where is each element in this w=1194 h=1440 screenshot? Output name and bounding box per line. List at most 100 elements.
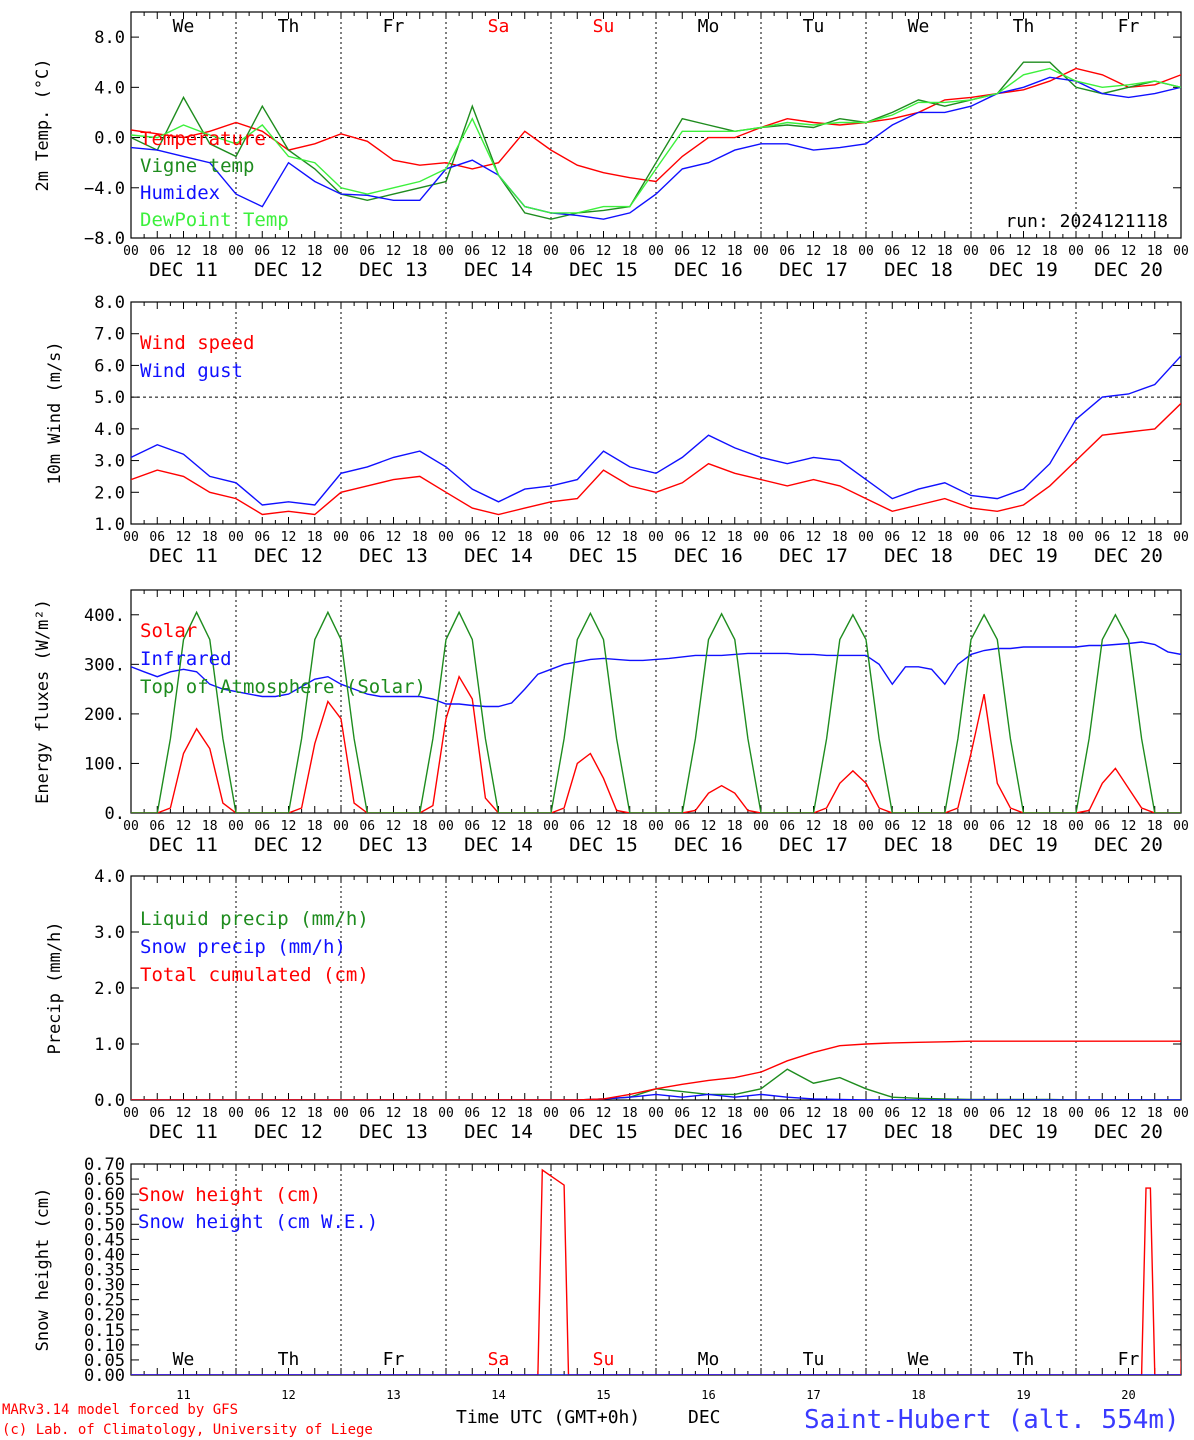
y-tick-label: 4.0: [94, 420, 125, 440]
hour-tick-label: 12: [491, 819, 507, 834]
day-label: DEC 12: [254, 259, 323, 281]
weekday-label: Fr: [1118, 1349, 1140, 1370]
hour-tick-label: 18: [412, 819, 428, 834]
hour-tick-label: 06: [989, 1106, 1005, 1121]
hour-tick-label: 00: [963, 530, 979, 545]
hour-tick-label: 18: [937, 244, 953, 259]
hour-tick-label: 18: [622, 1106, 638, 1121]
hour-tick-label: 00: [543, 1106, 559, 1121]
hour-tick-label: 18: [1042, 244, 1058, 259]
day-label: DEC 15: [569, 1121, 638, 1143]
day-label: DEC 14: [464, 259, 533, 281]
series-line-temperature: [131, 67, 1181, 183]
hour-tick-label: 06: [779, 819, 795, 834]
hour-tick-label: 12: [386, 244, 402, 259]
legend-entry: Snow height (cm W.E.): [138, 1211, 378, 1233]
hour-tick-label: 18: [622, 819, 638, 834]
y-tick-label: −8.0: [84, 229, 125, 249]
legend-entry: Temperature: [140, 128, 266, 150]
hour-tick-label: 12: [281, 1106, 297, 1121]
hour-tick-label: 12: [701, 530, 717, 545]
hour-tick-label: 00: [543, 530, 559, 545]
hour-tick-label: 18: [832, 530, 848, 545]
hour-tick-label: 00: [438, 530, 454, 545]
legend-entry: Humidex: [140, 182, 220, 204]
y-tick-label: 300.: [84, 655, 125, 675]
precip-panel: 0.0 1.0 2.0 3.0 4.0 Precip (mm/h) 00 06 12 18 00 06…: [45, 867, 1189, 1143]
legend-entry: Top of Atmosphere (Solar): [140, 676, 426, 698]
hour-tick-label: 00: [1068, 1106, 1084, 1121]
day-label: DEC 14: [464, 1121, 533, 1143]
y-tick-label: 0.60: [84, 1185, 125, 1205]
hour-tick-label: 06: [1094, 1106, 1110, 1121]
weekday-label: Su: [593, 1349, 615, 1370]
day-label: DEC 15: [569, 545, 638, 567]
hour-tick-label: 06: [674, 1106, 690, 1121]
hour-tick-label: 06: [1094, 819, 1110, 834]
y-axis-label: 10m Wind (m/s): [45, 341, 65, 484]
hour-tick-label: 18: [622, 244, 638, 259]
hour-tick-label: 18: [1042, 1106, 1058, 1121]
hour-tick-label: 12: [176, 819, 192, 834]
hour-tick-label: 06: [359, 1106, 375, 1121]
hour-tick-label: 12: [596, 819, 612, 834]
hour-tick-label: 06: [359, 819, 375, 834]
hour-tick-label: 00: [753, 1106, 769, 1121]
hour-tick-label: 00: [438, 819, 454, 834]
hour-tick-label: 00: [963, 819, 979, 834]
hour-tick-label: 12: [806, 1106, 822, 1121]
hour-tick-label: 12: [281, 530, 297, 545]
month-label: DEC: [688, 1407, 721, 1428]
hour-tick-label: 18: [202, 819, 218, 834]
legend-entry: Snow precip (mm/h): [140, 936, 346, 958]
y-tick-label: 0.45: [84, 1230, 125, 1250]
hour-tick-label: 06: [884, 1106, 900, 1121]
hour-tick-label: 18: [727, 530, 743, 545]
y-tick-label: 2.0: [94, 979, 125, 999]
hour-tick-label: 18: [1042, 530, 1058, 545]
hour-tick-label: 00: [858, 819, 874, 834]
day-label: DEC 16: [674, 259, 743, 281]
weekday-label: Mo: [698, 1349, 720, 1370]
hour-tick-label: 12: [596, 530, 612, 545]
series-line-humidex: [131, 76, 1181, 220]
hour-tick-label: 12: [701, 1106, 717, 1121]
series-line-solar: [131, 674, 1181, 813]
hour-tick-label: 12: [281, 819, 297, 834]
series-group: [131, 1168, 1181, 1375]
hour-tick-label: 06: [1094, 530, 1110, 545]
hour-tick-label: 12: [176, 530, 192, 545]
hour-tick-label: 12: [386, 530, 402, 545]
hour-tick-label: 18: [832, 244, 848, 259]
day-label: DEC 20: [1094, 259, 1163, 281]
hour-tick-label: 00: [753, 530, 769, 545]
y-axis-label: Precip (mm/h): [45, 921, 65, 1054]
temperature-panel: −8.0 −4.0 0.0 4.0 8.0 2m Temp. (°C) 00 06 12 18 00…: [33, 11, 1189, 281]
hour-tick-label: 18: [1147, 819, 1163, 834]
hour-tick-label: 00: [858, 244, 874, 259]
hour-tick-label: 00: [228, 1106, 244, 1121]
hour-tick-label: 06: [359, 244, 375, 259]
hour-tick-label: 18: [307, 1106, 323, 1121]
hour-tick-label: 18: [727, 244, 743, 259]
weekday-label: Th: [1013, 16, 1035, 37]
y-tick-label: 8.0: [94, 28, 125, 48]
y-tick-label: 1.0: [94, 1035, 125, 1055]
hour-tick-label: 18: [202, 530, 218, 545]
hour-tick-label: 06: [884, 244, 900, 259]
hour-tick-label: 06: [569, 1106, 585, 1121]
y-tick-label: 7.0: [94, 325, 125, 345]
hour-tick-label: 00: [648, 244, 664, 259]
day-label: DEC 15: [569, 834, 638, 856]
hour-tick-label: 12: [596, 1106, 612, 1121]
day-label: DEC 13: [359, 834, 428, 856]
hour-tick-label: 18: [1147, 244, 1163, 259]
hour-tick-label: 06: [569, 244, 585, 259]
hour-tick-label: 00: [543, 819, 559, 834]
hour-tick-label: 18: [202, 1106, 218, 1121]
snow-panel: 0.000.050.100.150.200.250.300.350.400.45…: [33, 1155, 1182, 1402]
y-tick-label: 0.15: [84, 1321, 125, 1341]
y-tick-label: 6.0: [94, 356, 125, 376]
hour-tick-label: 12: [1016, 1106, 1032, 1121]
y-tick-label: 0.30: [84, 1276, 125, 1296]
